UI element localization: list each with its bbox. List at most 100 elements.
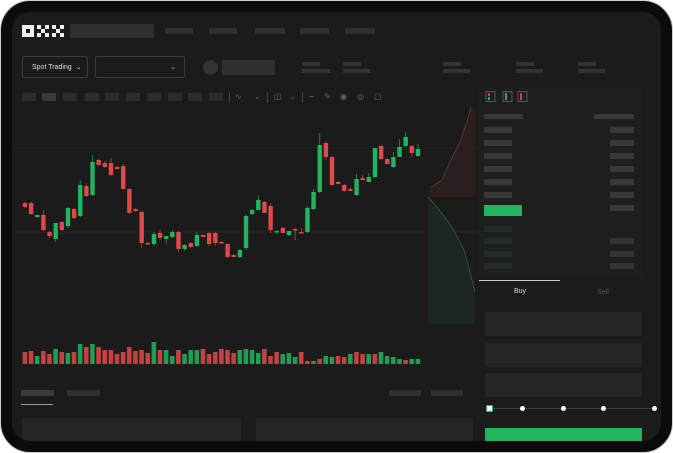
candle xyxy=(96,159,101,166)
nav-item[interactable] xyxy=(345,28,375,34)
timeframe-button[interactable] xyxy=(188,93,202,101)
timeframe-button[interactable] xyxy=(105,93,119,101)
timeframe-button[interactable] xyxy=(209,93,223,101)
volume-bar xyxy=(397,359,402,364)
candle xyxy=(65,207,71,228)
candle xyxy=(139,211,144,248)
order-book-view-toggles xyxy=(485,91,528,102)
coin-icon xyxy=(203,60,218,75)
pair-dropdown[interactable]: ⌄ xyxy=(95,56,185,78)
market-type-dropdown[interactable]: Spot Trading ⌄ xyxy=(22,56,88,78)
volume-bar xyxy=(323,356,329,364)
volume-bar xyxy=(102,350,108,364)
line-icon[interactable]: ∼ xyxy=(308,92,315,101)
indicator-icon[interactable]: ∿ xyxy=(235,92,242,101)
nav-item[interactable] xyxy=(209,28,237,34)
candle xyxy=(292,228,298,240)
candle xyxy=(385,158,390,164)
volume-bar xyxy=(415,359,421,364)
candle-body xyxy=(311,192,316,209)
volume-bar xyxy=(182,354,187,364)
candle xyxy=(237,249,243,258)
volume-bar xyxy=(126,347,132,364)
nav-item[interactable] xyxy=(300,28,329,34)
candle-body xyxy=(391,157,396,167)
price-input[interactable] xyxy=(485,312,642,336)
candle-body xyxy=(299,232,304,234)
volume-bar xyxy=(188,350,193,364)
candle-body xyxy=(213,233,218,243)
slider-handle[interactable] xyxy=(486,405,493,412)
candle xyxy=(219,241,224,244)
volume-bar xyxy=(65,353,71,364)
tab-sell[interactable]: Sell xyxy=(597,289,609,296)
search-bar[interactable] xyxy=(70,24,154,38)
candle-body xyxy=(354,179,359,195)
ask-price xyxy=(484,140,512,146)
chevron-down-icon[interactable]: ⌄ xyxy=(254,92,261,101)
divider xyxy=(302,92,303,103)
book-header-price xyxy=(484,114,523,119)
volume-bar xyxy=(41,351,46,364)
candlestick-chart[interactable] xyxy=(12,12,482,372)
volume-bar xyxy=(280,354,286,364)
tab-buy[interactable]: Buy xyxy=(513,288,527,295)
filter-button[interactable] xyxy=(389,390,421,396)
candle xyxy=(299,228,304,234)
okx-logo[interactable] xyxy=(22,25,64,37)
slider-step-dot[interactable] xyxy=(652,406,657,411)
volume-bar xyxy=(225,350,230,364)
candle-body xyxy=(237,250,243,257)
timeframe-button[interactable] xyxy=(22,93,36,101)
slider-step-dot[interactable] xyxy=(561,406,566,411)
book-both-icon[interactable] xyxy=(485,91,496,102)
candle-body xyxy=(280,228,286,233)
candle xyxy=(225,243,230,258)
chevron-down-icon[interactable]: ⌄ xyxy=(289,92,296,101)
buy-button[interactable] xyxy=(485,428,642,441)
book-asks-icon[interactable] xyxy=(517,91,528,102)
candle-body xyxy=(41,215,46,230)
slider-step-dot[interactable] xyxy=(520,406,525,411)
timeframe-button[interactable] xyxy=(168,93,182,101)
orders-panel xyxy=(22,418,241,441)
tab-open-orders[interactable] xyxy=(21,390,54,396)
candle xyxy=(207,232,212,246)
volume-bar xyxy=(96,347,101,364)
candle xyxy=(391,152,396,168)
timeframe-button[interactable] xyxy=(63,93,77,101)
fullscreen-icon[interactable]: ▢ xyxy=(374,92,382,101)
ask-amount xyxy=(610,192,634,198)
nav-item[interactable] xyxy=(165,28,193,34)
volume-bar xyxy=(90,344,95,364)
slider-step-dot[interactable] xyxy=(601,406,606,411)
settings-icon[interactable]: ◎ xyxy=(357,92,364,101)
volume-bar xyxy=(298,352,304,364)
draw-icon[interactable]: ✎ xyxy=(324,92,331,101)
total-input[interactable] xyxy=(485,373,642,397)
timeframe-button[interactable] xyxy=(126,93,140,101)
candle-body xyxy=(145,243,150,245)
filter-button[interactable] xyxy=(431,390,463,396)
volume-bar xyxy=(231,353,236,364)
stat-label xyxy=(443,62,461,66)
camera-icon[interactable]: ◉ xyxy=(340,92,347,101)
book-bids-icon[interactable] xyxy=(502,91,513,102)
timeframe-button-active[interactable] xyxy=(42,93,56,101)
chart-type-icon[interactable]: ◫ xyxy=(274,92,282,101)
candle xyxy=(182,244,187,251)
candle xyxy=(84,183,89,197)
amount-input[interactable] xyxy=(485,343,642,367)
volume-bar xyxy=(409,359,415,364)
candle-body xyxy=(329,157,335,185)
leverage-slider-track[interactable] xyxy=(490,408,656,409)
candle-body xyxy=(323,143,329,157)
timeframe-button[interactable] xyxy=(147,93,161,101)
candle xyxy=(59,221,65,231)
timeframe-button[interactable] xyxy=(85,93,99,101)
nav-item[interactable] xyxy=(255,28,285,34)
candle-body xyxy=(200,235,206,237)
candle xyxy=(47,231,52,238)
candle xyxy=(360,175,365,180)
tab-order-history[interactable] xyxy=(67,390,100,396)
